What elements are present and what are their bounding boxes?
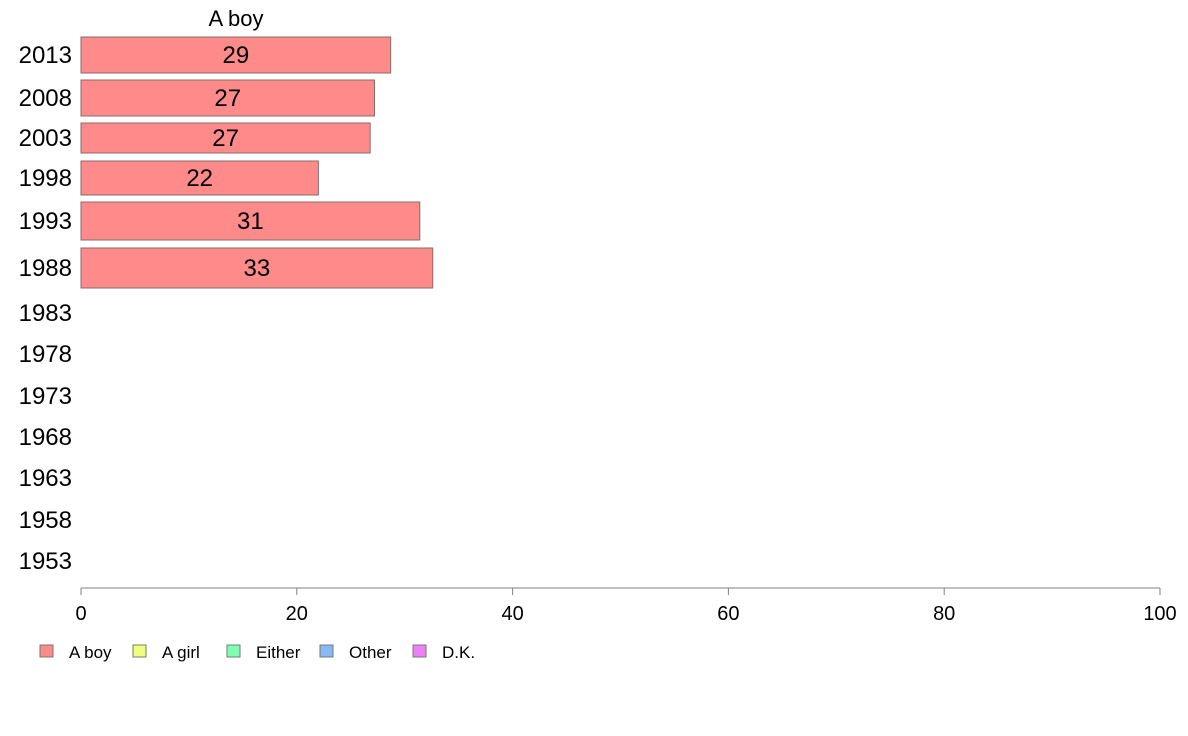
legend-swatch [132,644,147,658]
bar-value-label-2003: 27 [212,125,239,152]
x-tick-label-20: 20 [286,603,308,625]
year-label-1978: 1978 [19,341,72,368]
year-labels-layer: 2013 2008 2003 1998 1993 1988 1983 1978 1973 1968… [19,42,72,575]
year-label-1963: 1963 [19,465,72,492]
year-label-1983: 1983 [19,300,72,327]
bar-value-label-2008: 27 [214,85,241,112]
legend-swatch [39,644,54,658]
legend-item-other: Other [319,643,392,662]
bar-1993 [80,201,421,241]
x-tick-label-80: 80 [933,603,955,625]
bar-value-label-2013: 29 [222,42,249,69]
year-label-1998: 1998 [19,165,72,192]
legend-swatch [319,644,334,658]
bars-layer: 29 27 27 22 31 33 [80,36,434,289]
year-label-1973: 1973 [19,383,72,410]
year-label-1968: 1968 [19,424,72,451]
year-label-1958: 1958 [19,507,72,534]
x-tick-label-0: 0 [75,603,86,625]
x-axis: 0 20 40 60 80 100 [75,587,1177,625]
x-tick-label-40: 40 [501,603,523,625]
x-tick-label-60: 60 [717,603,739,625]
year-label-2008: 2008 [19,85,72,112]
legend-label: A boy [69,643,112,662]
chart-title: A boy [208,6,263,31]
legend-item-a-girl: A girl [132,643,200,662]
legend-label: A girl [162,643,200,662]
bar-2003 [80,122,371,154]
legend-item-a-boy: A boy [39,643,112,662]
bar-value-label-1988: 33 [244,255,271,282]
legend-item-d-k: D.K. [412,643,475,662]
year-label-1993: 1993 [19,208,72,235]
legend-swatch [412,644,427,658]
year-label-2003: 2003 [19,125,72,152]
bar-value-label-1998: 22 [186,165,213,192]
year-label-2013: 2013 [19,42,72,69]
year-label-1988: 1988 [19,255,72,282]
legend-label: D.K. [442,643,475,662]
bar-value-label-1993: 31 [237,208,264,235]
bar-2008 [80,79,375,117]
year-label-1953: 1953 [19,548,72,575]
legend-item-either: Either [226,643,301,662]
legend-swatch [226,644,241,658]
x-tick-label-100: 100 [1143,603,1176,625]
bar-1998 [80,160,319,196]
legend: A boy A girl Either Other D.K. [39,643,475,662]
legend-label: Other [349,643,392,662]
bar-2013 [80,36,392,74]
legend-label: Either [256,643,301,662]
bar-1988 [80,247,434,289]
